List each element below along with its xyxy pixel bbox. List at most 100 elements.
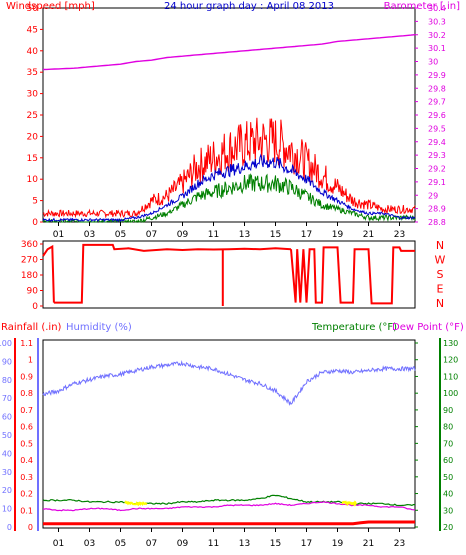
rainfall-tick-label: 0.8	[20, 389, 33, 398]
barometer-tick-label: 28.9	[428, 205, 446, 214]
rainfall-tick-label: 0.7	[20, 406, 33, 415]
rainfall-tick-label: 0.1	[20, 506, 33, 515]
hour-tick-label: 09	[177, 230, 189, 240]
wind-barometer-panel: Windspeed [mph] 24 hour graph day : Apri…	[6, 1, 460, 228]
wind-tick-label: 10	[27, 175, 39, 185]
dewpoint-axis-label: Dew Point (°F)	[392, 322, 464, 333]
hour-tick-label: 03	[84, 539, 95, 549]
barometer-tick-label: 29.6	[428, 111, 446, 120]
barometer-tick-label: 29.7	[428, 98, 446, 107]
wind-direction-line	[42, 244, 55, 303]
gust-line	[42, 117, 416, 219]
rainfall-tick-label: 1.1	[20, 339, 33, 348]
climate-plot-frame	[42, 339, 416, 529]
barometer-tick-label: 30.2	[428, 31, 446, 40]
compass-label: E	[437, 283, 444, 296]
barometer-tick-label: 29.4	[428, 138, 446, 147]
temperature-axis-label: Temperature (°F)	[311, 322, 397, 333]
barometer-tick-label: 29.8	[428, 84, 446, 93]
temperature-tick-label: 120	[443, 356, 458, 365]
rainfall-axis-label: Rainfall (.in)	[1, 322, 62, 333]
humidity-axis-label: Humidity (%)	[66, 322, 132, 333]
hour-tick-label: 13	[239, 230, 250, 240]
temperature-tick-label: 20	[443, 523, 453, 532]
rainfall-tick-label: 0.9	[20, 372, 33, 381]
wind-tick-label: 50	[27, 4, 39, 14]
hour-tick-label: 01	[53, 539, 64, 549]
wind-tick-label: 25	[27, 111, 38, 121]
direction-tick-label: 270	[21, 256, 38, 266]
temperature-tick-label: 40	[443, 490, 453, 499]
humidity-tick-label: 30	[2, 468, 12, 477]
temperature-tick-label: 50	[443, 473, 453, 482]
humidity-tick-label: 80	[2, 376, 12, 385]
hour-tick-label: 15	[270, 539, 281, 549]
humidity-tick-label: 0	[7, 523, 12, 532]
hour-tick-label: 07	[146, 230, 157, 240]
hour-tick-label: 21	[363, 539, 374, 549]
direction-tick-label: 360	[21, 240, 38, 250]
rainfall-tick-label: 0	[28, 523, 33, 532]
wind-tick-label: 45	[27, 25, 38, 35]
barometer-axis-label: Barometer [.in]	[384, 1, 460, 12]
temperature-tick-label: 100	[443, 389, 458, 398]
average-wind-line	[42, 153, 416, 223]
dewpoint-line	[42, 501, 416, 512]
humidity-tick-label: 70	[2, 394, 12, 403]
wind-tick-label: 30	[27, 90, 39, 100]
hour-tick-label: 19	[332, 230, 344, 240]
rainfall-tick-label: 1	[28, 356, 33, 365]
hour-tick-label: 15	[270, 230, 281, 240]
temperature-tick-label: 130	[443, 339, 458, 348]
wind-direction-line	[53, 243, 292, 304]
hour-tick-label: 23	[394, 539, 405, 549]
wind-direction-line	[290, 246, 415, 305]
hour-tick-label: 09	[177, 539, 189, 549]
humidity-tick-label: 20	[2, 486, 12, 495]
humidity-tick-label: 90	[2, 357, 12, 366]
temperature-tick-label: 90	[443, 406, 453, 415]
wind-tick-label: 15	[27, 154, 38, 164]
rain-humidity-temperature-panel: Rainfall (.in) Humidity (%) Temperature …	[0, 322, 464, 532]
hour-tick-label: 17	[301, 539, 312, 549]
temperature-tick-label: 70	[443, 439, 453, 448]
hour-tick-label: 07	[146, 539, 157, 549]
chart-title: 24 hour graph day : April 08 2013	[164, 1, 334, 12]
barometer-tick-label: 29.1	[428, 178, 446, 187]
hour-tick-label: 05	[115, 230, 126, 240]
rainfall-tick-label: 0.5	[20, 439, 33, 448]
frost-highlight	[124, 500, 148, 507]
barometer-tick-label: 29.2	[428, 165, 446, 174]
hour-tick-label: 05	[115, 539, 126, 549]
wind-tick-label: 40	[27, 47, 39, 57]
barometer-tick-label: 29	[428, 191, 438, 200]
frost-highlight	[341, 500, 358, 507]
wind-tick-label: 5	[32, 197, 38, 207]
direction-tick-label: 180	[21, 271, 38, 281]
compass-label: N	[436, 239, 444, 252]
direction-tick-label: 90	[27, 287, 39, 297]
barometer-tick-label: 30.3	[428, 17, 446, 26]
barometer-tick-label: 29.5	[428, 124, 446, 133]
barometer-tick-label: 29.3	[428, 151, 446, 160]
wind-tick-label: 20	[27, 132, 39, 142]
barometer-tick-label: 30.4	[428, 4, 446, 13]
wind-tick-label: 0	[32, 218, 38, 228]
hour-tick-label: 11	[208, 539, 219, 549]
humidity-tick-label: 50	[2, 431, 12, 440]
barometer-line	[42, 34, 416, 71]
rainfall-tick-label: 0.6	[20, 423, 33, 432]
barometer-tick-label: 30	[428, 58, 438, 67]
barometer-tick-label: 28.8	[428, 218, 446, 227]
hour-tick-label: 17	[301, 230, 312, 240]
barometer-tick-label: 29.9	[428, 71, 446, 80]
temperature-tick-label: 30	[443, 506, 453, 515]
hour-tick-label: 19	[332, 539, 344, 549]
temperature-tick-label: 110	[443, 372, 458, 381]
humidity-tick-label: 60	[2, 413, 12, 422]
hour-tick-label: 23	[394, 230, 405, 240]
humidity-tick-label: 40	[2, 449, 12, 458]
